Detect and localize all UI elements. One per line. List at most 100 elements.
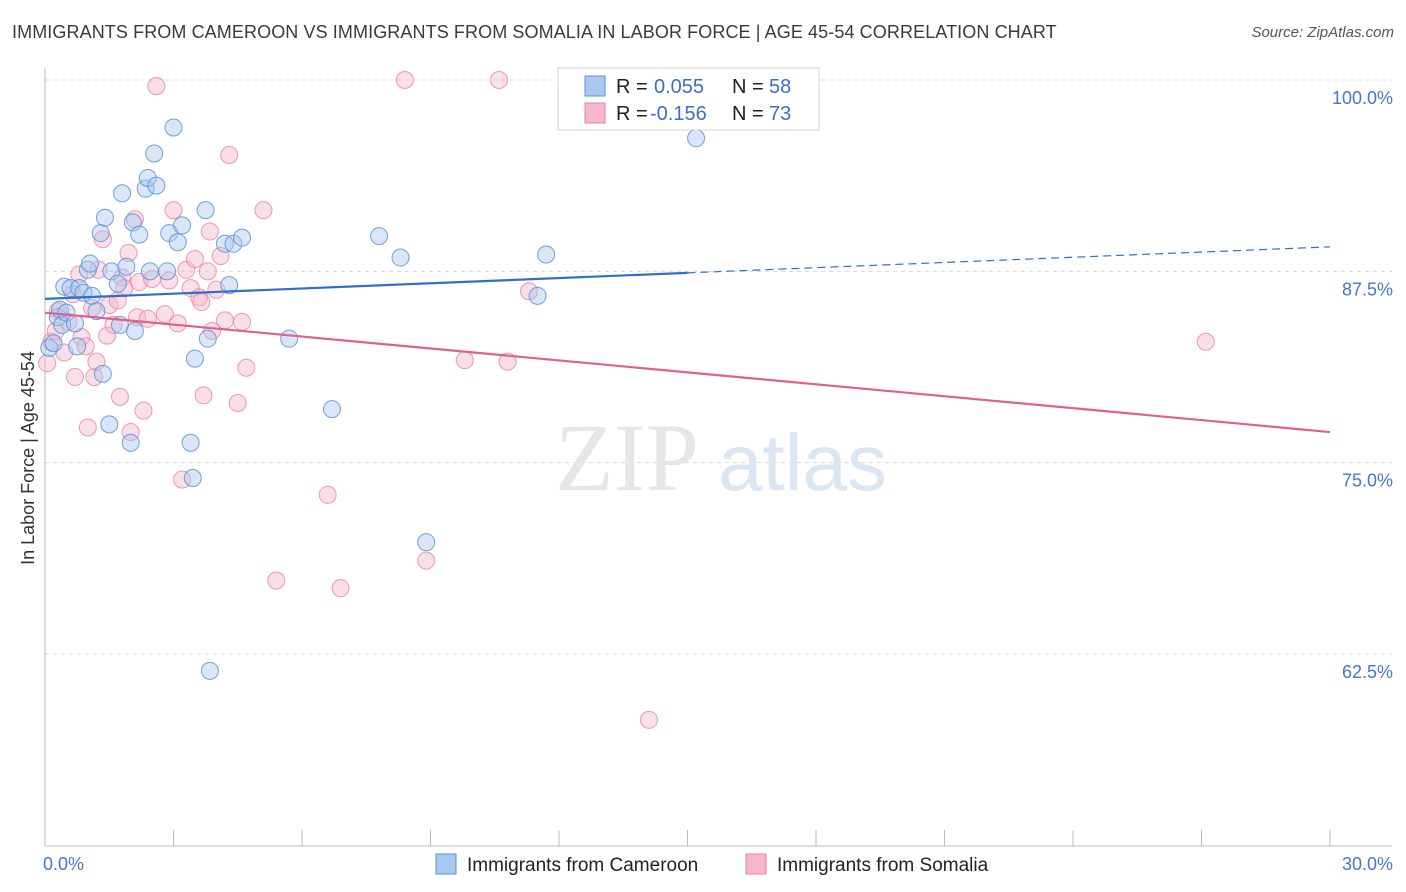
somalia-point [220, 146, 239, 165]
cameroon-point [158, 262, 177, 281]
series-legend-label-cameroon: Immigrants from Cameroon [467, 855, 698, 876]
cameroon-point [113, 184, 132, 203]
x-tick-label-min: 0.0% [43, 854, 84, 874]
somalia-point [1196, 332, 1215, 351]
legend-n-value-somalia: 73 [769, 103, 791, 125]
cameroon-point [80, 254, 99, 273]
somalia-point [233, 312, 252, 331]
somalia-point [38, 354, 57, 373]
watermark-zip: ZIP [555, 404, 699, 511]
somalia-point [520, 282, 539, 301]
cameroon-point [687, 129, 706, 148]
cameroon-point [130, 225, 149, 244]
somalia-point [155, 305, 174, 324]
somalia-point [185, 250, 204, 269]
cameroon-point [183, 468, 202, 487]
cameroon-point [44, 334, 63, 353]
cameroon-point [417, 533, 436, 552]
cameroon-point [93, 364, 112, 383]
somalia-point [138, 309, 157, 328]
legend-n-value-cameroon: 58 [769, 76, 791, 98]
somalia-point [194, 386, 213, 405]
cameroon-point [164, 118, 183, 137]
somalia-point [267, 571, 286, 590]
legend-r-label-cameroon: R = [616, 76, 648, 98]
somalia-point [192, 292, 211, 311]
somalia-point [318, 485, 337, 504]
series-legend-swatch-somalia [745, 853, 767, 875]
cameroon-point [220, 276, 239, 295]
legend-n-label-somalia: N = [732, 103, 764, 125]
somalia-point [164, 201, 183, 220]
chart-title: IMMIGRANTS FROM CAMEROON VS IMMIGRANTS F… [12, 22, 1057, 42]
cameroon-point [95, 208, 114, 227]
cameroon-trend-solid [44, 271, 688, 300]
cameroon-point [391, 248, 410, 267]
cameroon-point [100, 415, 119, 434]
somalia-point [237, 358, 256, 377]
x-tick-label-max: 30.0% [1342, 854, 1393, 874]
somalia-point [417, 551, 436, 570]
watermark-atlas: atlas [718, 418, 887, 507]
cameroon-point [185, 349, 204, 368]
somalia-point [78, 418, 97, 437]
cameroon-point [108, 274, 127, 293]
legend-swatch-cameroon [584, 75, 606, 97]
legend-r-value-somalia: -0.156 [650, 103, 707, 125]
cameroon-point [53, 315, 72, 334]
somalia-point [110, 387, 129, 406]
y-tick-label: 100.0% [1332, 88, 1393, 108]
cameroon-point [198, 329, 217, 348]
trend-layer [44, 246, 1331, 434]
cameroon-point [91, 224, 110, 243]
series-legend: Immigrants from Cameroon Immigrants from… [435, 853, 989, 876]
axis-layer: 62.5% 75.0% 87.5% 100.0% 0.0% 30.0% [43, 68, 1393, 874]
legend-r-value-cameroon: 0.055 [654, 76, 704, 98]
somalia-point [331, 579, 350, 598]
somalia-point [65, 367, 84, 386]
somalia-point [639, 710, 658, 729]
cameroon-point [181, 433, 200, 452]
somalia-trend [44, 311, 1331, 434]
cameroon-point [55, 277, 74, 296]
cameroon-point [140, 262, 159, 281]
cameroon-point [528, 286, 547, 305]
somalia-point [215, 311, 234, 330]
cameroon-point [145, 144, 164, 163]
somalia-point [200, 222, 219, 241]
cameroon-point [233, 228, 252, 247]
cameroon-point [370, 227, 389, 246]
cameroon-point [117, 257, 136, 276]
somalia-point [211, 247, 230, 266]
series-legend-label-somalia: Immigrants from Somalia [777, 855, 989, 876]
somalia-point [134, 401, 153, 420]
somalia-point [254, 201, 273, 220]
source-label: Source: ZipAtlas.com [1251, 24, 1394, 41]
cameroon-point [280, 329, 299, 348]
cameroon-point [168, 233, 187, 252]
stats-legend: R = 0.055 N = 58 R = -0.156 N = 73 [557, 67, 820, 131]
cameroon-point [537, 245, 556, 264]
points-layer [38, 71, 1215, 729]
somalia-point [490, 71, 509, 89]
cameroon-point [121, 433, 140, 452]
y-axis-title: In Labor Force | Age 45-54 [18, 351, 38, 565]
somalia-point [70, 265, 89, 284]
cameroon-point [65, 314, 84, 333]
somalia-point [498, 352, 517, 371]
legend-swatch-somalia [584, 102, 606, 124]
cameroon-point [87, 302, 106, 321]
series-legend-swatch-cameroon [435, 853, 457, 875]
somalia-point [104, 315, 123, 334]
somalia-point [198, 262, 217, 281]
cameroon-point [322, 400, 341, 419]
y-tick-label: 87.5% [1342, 279, 1393, 299]
somalia-point [147, 77, 166, 96]
somalia-point [98, 326, 117, 345]
cameroon-point [173, 216, 192, 235]
y-tick-label: 62.5% [1342, 662, 1393, 682]
somalia-point [395, 71, 414, 89]
somalia-point [228, 393, 247, 412]
legend-r-label-somalia: R = [616, 103, 648, 125]
